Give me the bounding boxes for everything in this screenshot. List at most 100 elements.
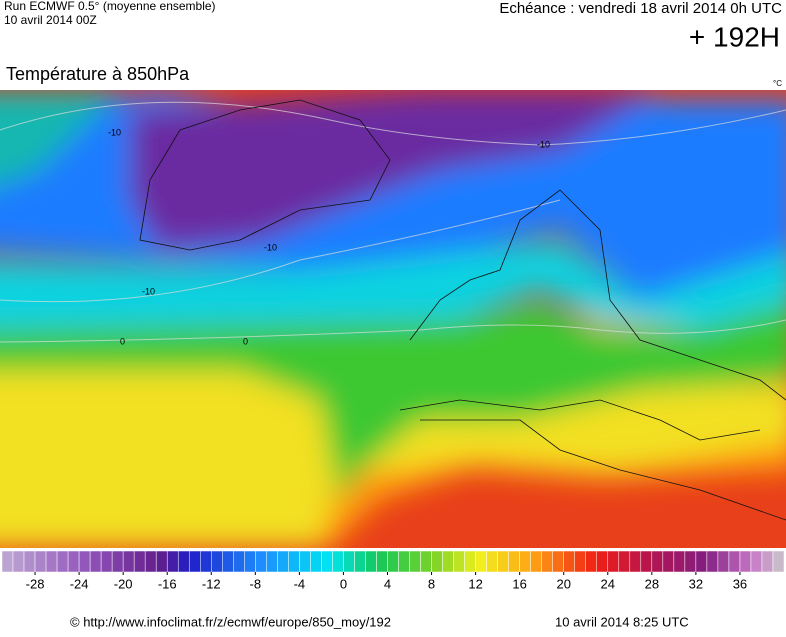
color-swatch <box>673 550 686 573</box>
color-swatch <box>508 550 520 573</box>
color-swatch <box>56 550 69 573</box>
color-swatch <box>343 550 355 573</box>
color-swatch <box>486 550 498 573</box>
color-swatch <box>34 550 47 573</box>
color-swatch <box>431 550 443 573</box>
color-swatch <box>442 550 454 573</box>
color-swatch <box>354 550 366 573</box>
tick-label: -28 <box>26 576 45 591</box>
color-swatch <box>585 550 598 573</box>
tick-label: 4 <box>384 576 391 591</box>
contour-label: -10 <box>142 286 155 296</box>
color-swatch <box>122 550 135 573</box>
color-swatch <box>277 550 289 573</box>
color-swatch <box>563 550 575 573</box>
color-swatch <box>398 550 410 573</box>
color-swatch <box>188 550 201 573</box>
color-swatch <box>177 550 190 573</box>
color-swatch <box>772 550 785 573</box>
color-swatch <box>464 550 476 573</box>
color-swatch <box>629 550 642 573</box>
color-swatch <box>23 550 36 573</box>
color-swatch <box>717 550 730 573</box>
contour-label: 0 <box>120 336 125 346</box>
contour-label: -10 <box>537 139 550 149</box>
tick-label: 36 <box>733 576 747 591</box>
tick-label: -24 <box>70 576 89 591</box>
tick-label: -4 <box>294 576 306 591</box>
color-swatch <box>530 550 542 573</box>
unit: °C <box>773 79 782 88</box>
tick-label: 8 <box>428 576 435 591</box>
tick-label: 28 <box>645 576 659 591</box>
tick-label: 32 <box>689 576 703 591</box>
color-swatch <box>596 550 609 573</box>
color-swatch <box>299 550 311 573</box>
color-swatch <box>541 550 553 573</box>
color-swatch <box>111 550 124 573</box>
footer-source: © http://www.infoclimat.fr/z/ecmwf/europ… <box>70 614 391 629</box>
color-swatch <box>78 550 91 573</box>
color-swatch <box>739 550 752 573</box>
color-swatch <box>200 550 212 573</box>
color-swatch <box>100 550 113 573</box>
color-swatch <box>750 550 763 573</box>
color-swatch <box>222 550 234 573</box>
color-swatch <box>133 550 146 573</box>
color-swatch <box>144 550 157 573</box>
color-swatch <box>332 550 344 573</box>
contour-label: 0 <box>243 336 248 346</box>
color-swatch <box>288 550 300 573</box>
color-swatch <box>233 550 245 573</box>
color-swatch <box>662 550 675 573</box>
color-swatch <box>706 550 719 573</box>
color-swatch <box>640 550 653 573</box>
color-swatch <box>266 550 278 573</box>
color-swatch <box>321 550 333 573</box>
color-swatch <box>211 550 223 573</box>
colorbar: -28 -24 -20 -16 -12 -8 -4 0 4 8 12 16 20 24 28 32 36 <box>1 550 785 591</box>
tick-label: -16 <box>158 576 177 591</box>
map-title: Température à 850hPa <box>6 64 190 84</box>
color-swatch <box>618 550 631 573</box>
color-swatch <box>365 550 377 573</box>
color-swatch <box>420 550 432 573</box>
color-swatch <box>684 550 697 573</box>
color-swatch <box>475 550 487 573</box>
color-swatch <box>244 550 256 573</box>
color-swatch <box>607 550 620 573</box>
color-swatch <box>166 550 179 573</box>
contour-label: -10 <box>108 127 121 137</box>
color-swatch <box>45 550 58 573</box>
color-swatch <box>453 550 465 573</box>
color-swatch <box>12 550 25 573</box>
color-swatch <box>728 550 741 573</box>
run-date: 10 avril 2014 00Z <box>4 13 97 27</box>
tick-label: 12 <box>468 576 482 591</box>
color-swatch <box>651 550 664 573</box>
color-swatch <box>255 550 267 573</box>
footer-date: 10 avril 2014 8:25 UTC <box>555 614 689 629</box>
tick-label: 16 <box>512 576 526 591</box>
echeance: Echéance : vendredi 18 avril 2014 0h UTC <box>499 0 782 17</box>
color-swatch <box>310 550 322 573</box>
color-swatch <box>67 550 80 573</box>
tick-label: -12 <box>202 576 221 591</box>
color-swatch <box>695 550 708 573</box>
tick-label: -20 <box>114 576 133 591</box>
lead-time: + 192H <box>689 21 780 52</box>
color-swatch <box>376 550 388 573</box>
color-swatch <box>387 550 399 573</box>
map: -10 -10 -10 -10 0 0 <box>0 90 786 548</box>
color-swatch <box>409 550 421 573</box>
run-label: Run ECMWF 0.5° (moyenne ensemble) <box>4 0 216 13</box>
color-swatch <box>497 550 509 573</box>
tick-label: 0 <box>340 576 347 591</box>
tick-label: -8 <box>250 576 262 591</box>
color-swatch <box>761 550 774 573</box>
color-swatch <box>1 550 14 573</box>
tick-label: 20 <box>556 576 570 591</box>
tick-label: 24 <box>601 576 615 591</box>
color-swatch <box>552 550 564 573</box>
